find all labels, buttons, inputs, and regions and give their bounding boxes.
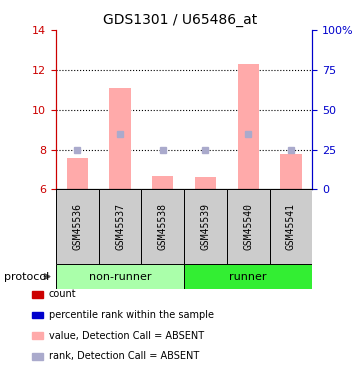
Bar (184, 189, 227, 264)
Bar (280, 153, 301, 189)
Bar (109, 88, 131, 189)
Bar (67, 158, 88, 189)
Bar (195, 177, 216, 189)
Text: runner: runner (230, 272, 267, 282)
Bar (270, 189, 312, 264)
Bar (56, 189, 99, 264)
Text: percentile rank within the sample: percentile rank within the sample (49, 310, 214, 320)
Text: GSM45541: GSM45541 (286, 203, 296, 250)
Text: GSM45538: GSM45538 (158, 203, 168, 250)
Text: protocol: protocol (4, 272, 49, 282)
Text: GSM45537: GSM45537 (115, 203, 125, 250)
Text: GDS1301 / U65486_at: GDS1301 / U65486_at (103, 13, 258, 27)
Bar (238, 64, 259, 189)
Bar (56, 264, 184, 289)
Text: rank, Detection Call = ABSENT: rank, Detection Call = ABSENT (49, 351, 199, 361)
Bar (227, 189, 270, 264)
Bar (152, 176, 173, 189)
Bar (142, 189, 184, 264)
Text: GSM45539: GSM45539 (200, 203, 210, 250)
Bar (99, 189, 142, 264)
Text: GSM45540: GSM45540 (243, 203, 253, 250)
Text: value, Detection Call = ABSENT: value, Detection Call = ABSENT (49, 331, 204, 340)
Text: count: count (49, 290, 77, 299)
Text: non-runner: non-runner (89, 272, 151, 282)
Text: GSM45536: GSM45536 (72, 203, 82, 250)
Bar (184, 264, 312, 289)
